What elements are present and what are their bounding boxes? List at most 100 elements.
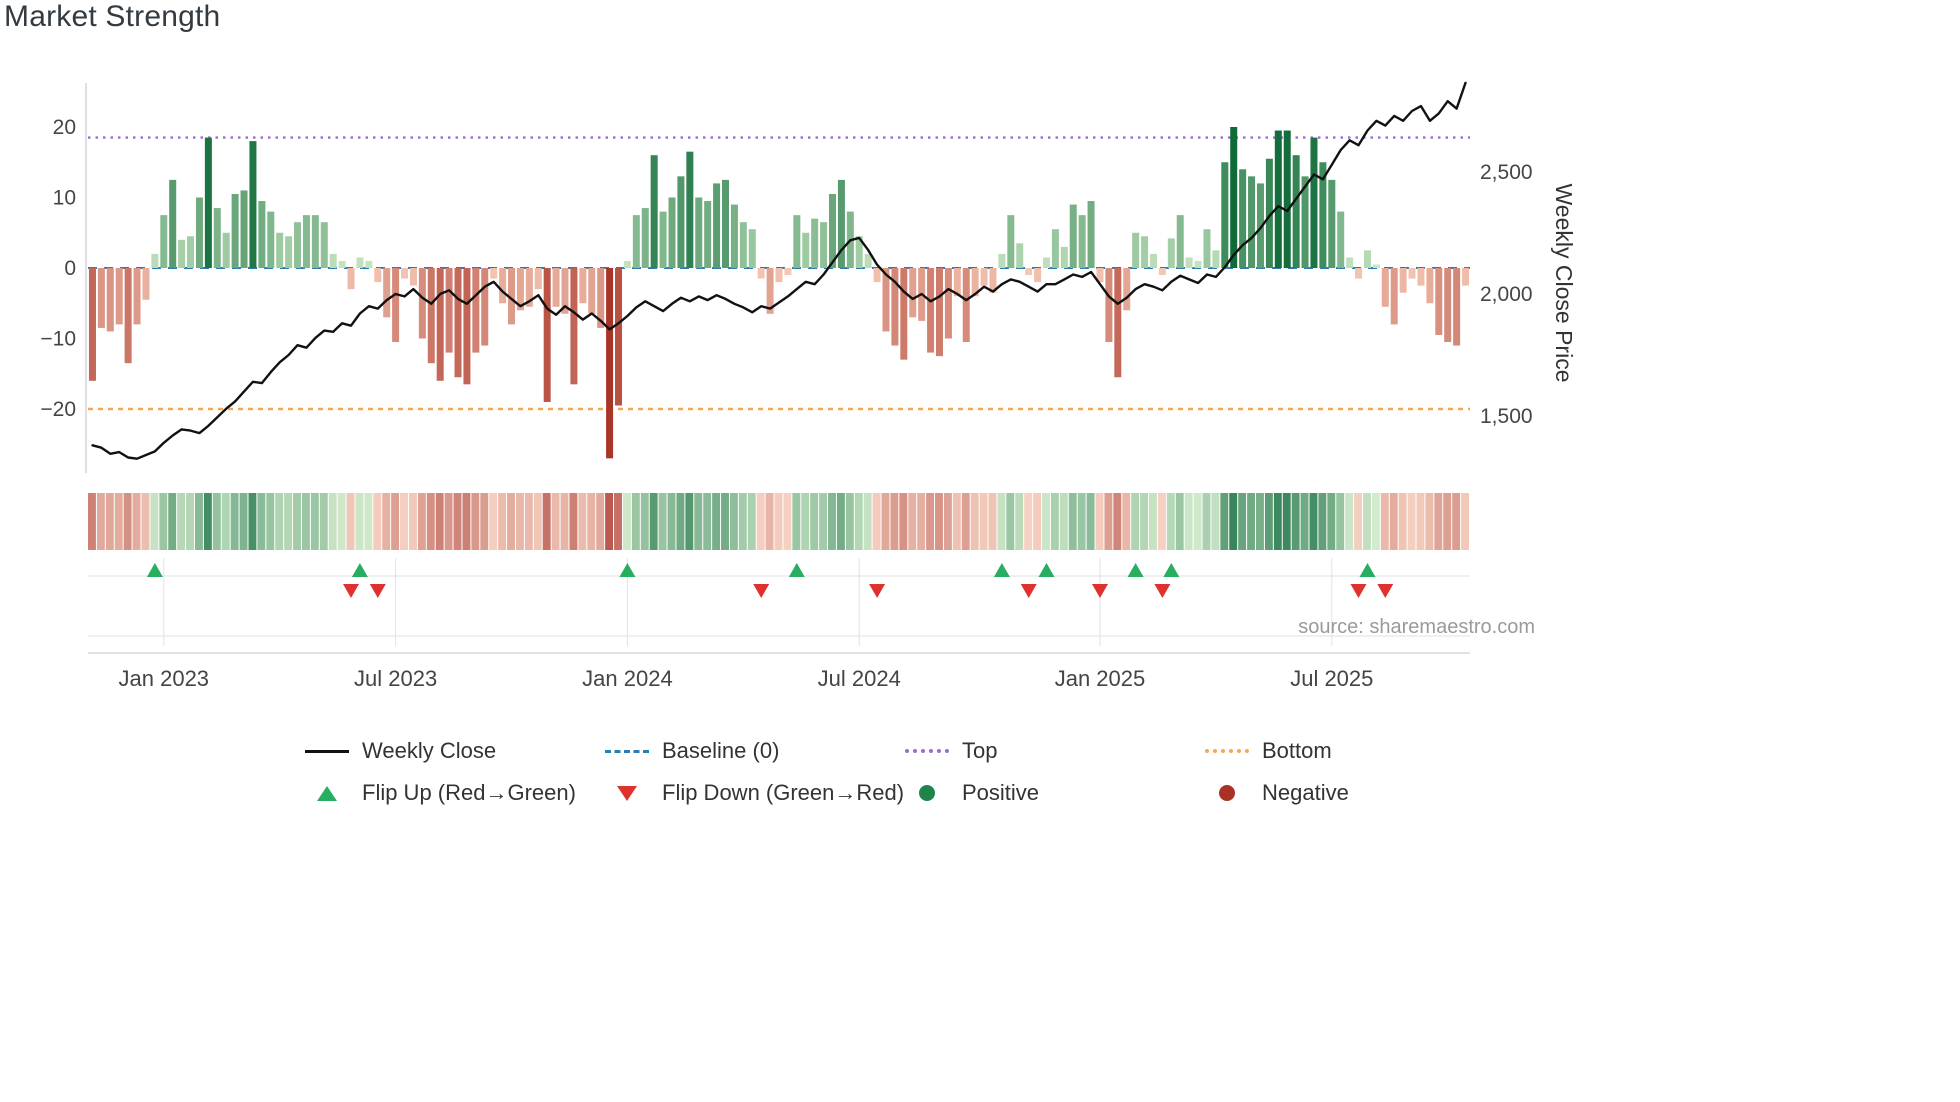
heatmap-cell xyxy=(1398,493,1407,550)
flip-down-marker xyxy=(869,584,886,598)
strength-bar xyxy=(1105,268,1113,343)
heatmap-cell xyxy=(239,493,248,550)
strength-bar xyxy=(606,268,614,459)
flip-down-marker xyxy=(1350,584,1367,598)
heatmap-cell xyxy=(141,493,150,550)
strength-bar xyxy=(499,268,507,304)
heatmap-cell xyxy=(1443,493,1452,550)
strength-bar xyxy=(543,268,551,402)
strength-bar xyxy=(1453,268,1461,346)
strength-bar xyxy=(1149,253,1157,268)
strength-bar xyxy=(935,268,943,357)
strength-bar xyxy=(989,268,997,293)
heatmap-cell xyxy=(1434,493,1443,550)
strength-bar xyxy=(347,268,355,290)
strength-bar xyxy=(864,253,872,268)
heatmap-cell xyxy=(400,493,408,550)
strength-bar xyxy=(1203,229,1211,268)
heatmap-cell xyxy=(1336,493,1345,550)
flip-up-triangle-icon xyxy=(317,785,337,801)
strength-bar xyxy=(1337,211,1345,268)
strength-bar xyxy=(383,268,391,318)
heatmap-cell xyxy=(1068,493,1077,550)
strength-bar xyxy=(1042,257,1050,268)
heatmap-cell xyxy=(961,493,970,550)
legend-label: Baseline (0) xyxy=(662,738,780,763)
strength-bar xyxy=(1221,162,1229,268)
heatmap-cell xyxy=(605,493,614,550)
strength-bar xyxy=(1355,268,1363,279)
heatmap-cell xyxy=(765,493,774,550)
strength-bar xyxy=(1123,268,1131,311)
flip-down-marker xyxy=(1020,584,1037,598)
x-axis-tick-label: Jan 2024 xyxy=(582,666,673,691)
heatmap-cell xyxy=(96,493,105,550)
heatmap-cell xyxy=(319,493,328,550)
strength-bar xyxy=(204,137,212,268)
heatmap-cell xyxy=(756,493,765,550)
heatmap-cell xyxy=(498,493,507,550)
strength-bar xyxy=(267,211,275,268)
heatmap-cell xyxy=(212,493,221,550)
strength-bar xyxy=(231,193,239,268)
strength-bar xyxy=(1087,201,1095,268)
heatmap-cell xyxy=(1157,493,1166,550)
strength-bar xyxy=(597,268,605,328)
heatmap-cell xyxy=(810,493,819,550)
strength-bar xyxy=(1132,232,1140,268)
strength-bar xyxy=(1096,268,1104,283)
heatmap-cell xyxy=(1131,493,1140,550)
heatmap-cell xyxy=(836,493,845,550)
strength-bar xyxy=(508,268,516,325)
heatmap-cell xyxy=(417,493,426,550)
strength-bar xyxy=(1069,204,1077,268)
legend-item-top: Top xyxy=(905,735,1205,767)
strength-bar xyxy=(1462,268,1470,286)
flip-up-marker xyxy=(1038,563,1055,577)
heatmap-cell xyxy=(515,493,524,550)
strength-bar xyxy=(115,268,123,325)
right-axis-title: Weekly Close Price xyxy=(1551,184,1577,383)
legend-item-baseline: Baseline (0) xyxy=(605,735,905,767)
heatmap-cell xyxy=(667,493,676,550)
legend-label: Flip Down (Green→Red) xyxy=(662,780,905,805)
heatmap-cell xyxy=(747,493,756,550)
strength-bar xyxy=(320,222,328,268)
strength-bar xyxy=(106,268,114,332)
heatmap-cell xyxy=(453,493,462,550)
heatmap-cell xyxy=(1318,493,1327,550)
strength-bar xyxy=(944,268,952,339)
flip-up-marker xyxy=(1163,563,1180,577)
strength-bar xyxy=(436,268,444,381)
heatmap-cell xyxy=(952,493,961,550)
strength-bar xyxy=(962,268,970,343)
heatmap-cell xyxy=(828,493,836,550)
strength-bar xyxy=(650,155,658,268)
heatmap-cell xyxy=(1354,493,1363,550)
heatmap-cell xyxy=(489,493,498,550)
weekly-close-line xyxy=(91,81,1467,460)
strength-bar xyxy=(1239,169,1247,268)
heatmap-cell xyxy=(1247,493,1256,550)
heatmap-cell xyxy=(168,493,177,550)
flip-down-marker xyxy=(753,584,770,598)
strength-bar xyxy=(187,236,195,268)
heatmap-cell xyxy=(177,493,186,550)
strength-bar xyxy=(971,268,979,297)
heatmap-cell xyxy=(301,493,310,550)
heatmap-cell xyxy=(1149,493,1157,550)
strength-bar xyxy=(588,268,596,314)
strength-bar xyxy=(1363,250,1371,269)
legend-item-flip-up: Flip Up (Red→Green) xyxy=(305,777,605,809)
strength-bar xyxy=(855,236,863,268)
x-axis-tick-label: Jul 2024 xyxy=(818,666,901,691)
flip-up-marker xyxy=(788,563,805,577)
strength-bar xyxy=(445,268,453,353)
heatmap-cell xyxy=(863,493,872,550)
heatmap-cell xyxy=(1211,493,1220,550)
strength-bar xyxy=(418,268,426,339)
heatmap-cell xyxy=(1015,493,1024,550)
heatmap-cell xyxy=(310,493,319,550)
heatmap-cell xyxy=(721,493,729,550)
legend-label: Negative xyxy=(1262,780,1349,805)
